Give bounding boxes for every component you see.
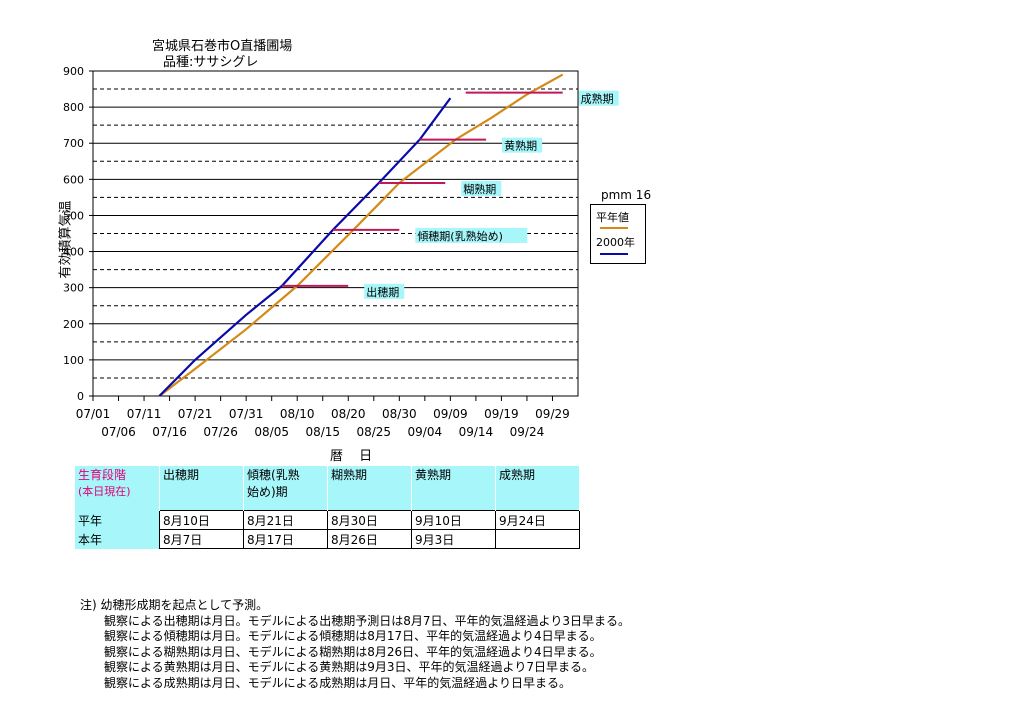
stage-label-bg	[415, 227, 528, 243]
x-tick-label: 07/11	[127, 407, 162, 421]
stage-label-bg	[578, 90, 619, 106]
stage-label: 出穂期	[366, 285, 399, 299]
table-cell: 8月7日	[159, 529, 244, 549]
note-line: 観察による黄熟期は月日、モデルによる黄熟期は9月3日、平年的気温経過より7日早ま…	[104, 660, 594, 675]
table-cell: 9月10日	[411, 510, 496, 530]
note-line: 観察による成熟期は月日、モデルによる成熟期は月日、平年的気温経過より日早まる。	[104, 675, 572, 690]
x-tick-label: 07/21	[178, 407, 213, 421]
chart-title: 宮城県石巻市O直播圃場	[152, 39, 293, 54]
stage-heading-3: 糊熟期	[327, 466, 412, 511]
legend-year-swatch	[600, 253, 628, 255]
y-tick-label: 300	[63, 282, 84, 295]
legend-normal-swatch	[600, 227, 628, 229]
table-cell: 9月24日	[495, 510, 580, 530]
table-cell: 8月21日	[243, 510, 328, 530]
x-tick-label: 09/24	[510, 425, 545, 439]
y-tick-label: 200	[63, 318, 84, 331]
stage-header-sublabel: (本日現在)	[78, 485, 131, 498]
x-tick-label: 09/19	[484, 407, 519, 421]
stage-label: 傾穂期(乳熟始め)	[417, 229, 503, 243]
note-line: 観察による糊熟期は月日、モデルによる糊熟期は8月26日、平年的気温経過より4日早…	[104, 644, 602, 659]
stage-label-bg	[364, 283, 405, 299]
table-cell	[495, 529, 580, 549]
stage-heading-4: 黄熟期	[411, 466, 496, 511]
stage-heading-2-line2: 始め)期	[247, 485, 288, 499]
row-label-current: 本年	[75, 529, 160, 549]
growth-stage-table: 生育段階 (本日現在) 出穂期 傾穂(乳熟 始め)期 糊熟期 黄熟期 成熟期 平…	[75, 466, 580, 549]
y-tick-label: 900	[63, 65, 84, 78]
table-cell: 8月26日	[327, 529, 412, 549]
stage-header-label: 生育段階	[78, 468, 127, 482]
x-tick-label: 08/10	[280, 407, 315, 421]
y-tick-label: 0	[77, 390, 84, 403]
x-tick-label: 07/26	[203, 425, 238, 439]
stage-heading-5: 成熟期	[495, 466, 580, 511]
stage-heading-1: 出穂期	[159, 466, 244, 511]
x-tick-label: 08/20	[331, 407, 366, 421]
stage-heading-2-line1: 傾穂(乳熟	[247, 468, 300, 482]
x-tick-label: 08/30	[382, 407, 417, 421]
table-cell: 8月30日	[327, 510, 412, 530]
stage-label: 成熟期	[581, 92, 614, 106]
table-header-label: 生育段階 (本日現在)	[75, 466, 160, 511]
pmm-label: pmm 16	[601, 188, 652, 202]
table-cell: 8月17日	[243, 529, 328, 549]
y-tick-label: 500	[63, 209, 84, 222]
notes: 注) 幼穂形成期を起点として予測。 観察による出穂期は月日。モデルによる出穂期予…	[80, 598, 630, 692]
stage-heading-2: 傾穂(乳熟 始め)期	[243, 466, 328, 511]
table-row: 平年 8月10日 8月21日 8月30日 9月10日 9月24日	[75, 510, 580, 530]
y-tick-label: 700	[63, 137, 84, 150]
table-cell: 8月10日	[159, 510, 244, 530]
stage-label: 糊熟期	[463, 182, 496, 196]
x-tick-label: 07/01	[76, 407, 111, 421]
legend-year-label: 2000年	[596, 236, 635, 249]
x-tick-label: 08/15	[305, 425, 340, 439]
stage-label-bg	[461, 180, 502, 196]
x-tick-label: 09/09	[433, 407, 468, 421]
stage-label: 黄熟期	[504, 139, 537, 153]
stage-label-bg	[502, 137, 543, 153]
note-line: 観察による出穂期は月日。モデルによる出穂期予測日は8月7日、平年的気温経過より3…	[104, 613, 630, 628]
x-tick-label: 09/04	[408, 425, 443, 439]
table-header-row: 生育段階 (本日現在) 出穂期 傾穂(乳熟 始め)期 糊熟期 黄熟期 成熟期	[75, 466, 580, 511]
notes-head: 注) 幼穂形成期を起点として予測。	[80, 598, 269, 612]
series-normal-line	[158, 73, 564, 397]
note-line: 観察による傾穂期は月日。モデルによる傾穂期は8月17日、平年的気温経過より4日早…	[104, 629, 602, 644]
x-tick-label: 09/14	[459, 425, 494, 439]
legend-normal-label: 平年値	[596, 211, 629, 224]
x-tick-label: 07/31	[229, 407, 264, 421]
y-tick-label: 800	[63, 101, 84, 114]
x-tick-label: 08/25	[356, 425, 391, 439]
series-2000-line	[158, 97, 452, 397]
x-tick-label: 09/29	[535, 407, 570, 421]
y-tick-label: 400	[63, 246, 84, 259]
plot-area	[92, 70, 579, 397]
chart-subtitle: 品種:ササシグレ	[163, 55, 259, 70]
y-tick-label: 600	[63, 173, 84, 186]
y-tick-label: 100	[63, 354, 84, 367]
row-label-normal: 平年	[75, 510, 160, 530]
table-cell: 9月3日	[411, 529, 496, 549]
legend: 平年値 2000年	[590, 204, 646, 264]
x-tick-label: 07/06	[101, 425, 136, 439]
y-axis-label: 有効積算気温	[58, 200, 74, 279]
x-axis-label: 暦 日	[330, 449, 379, 464]
x-tick-label: 07/16	[152, 425, 187, 439]
table-row: 本年 8月7日 8月17日 8月26日 9月3日	[75, 529, 580, 549]
x-tick-label: 08/05	[254, 425, 289, 439]
